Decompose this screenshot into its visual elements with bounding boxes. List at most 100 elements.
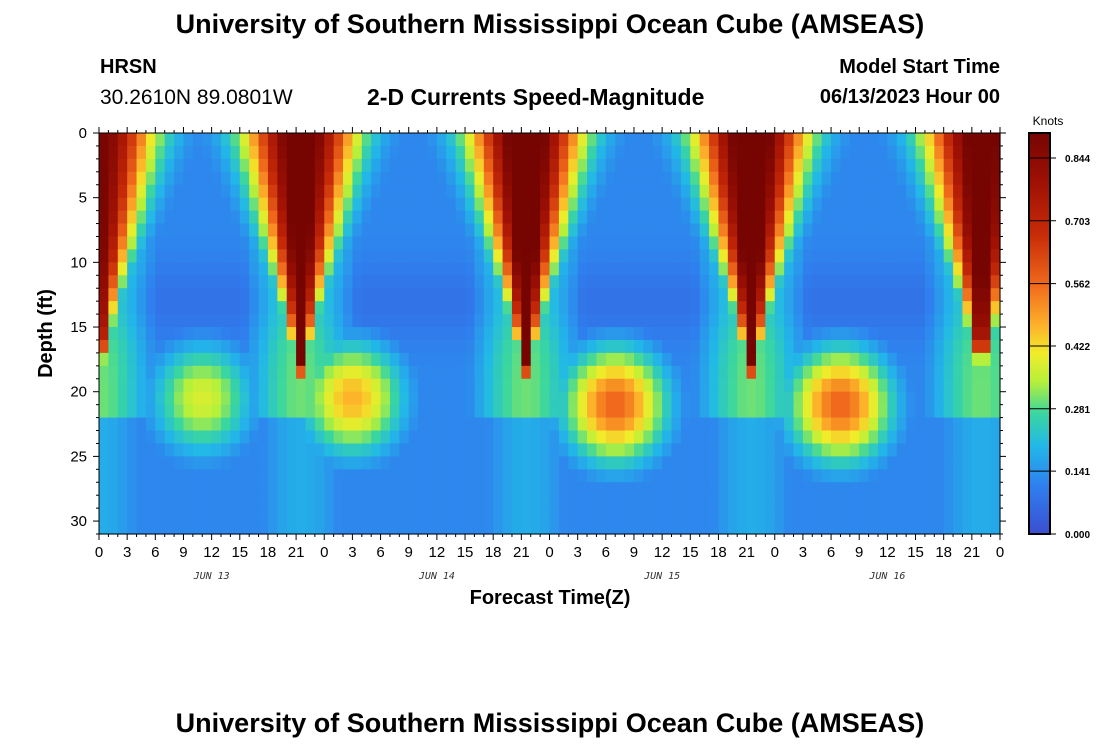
heatmap-cell [408, 262, 419, 276]
heatmap-cell [474, 236, 485, 251]
heatmap-cell [436, 236, 447, 251]
heatmap-cell [793, 314, 804, 328]
heatmap-cell [230, 430, 241, 445]
heatmap-cell [511, 417, 522, 432]
heatmap-cell [793, 197, 804, 212]
heatmap-cell [418, 339, 429, 354]
heatmap-cell [530, 378, 541, 393]
heatmap-cell [709, 210, 720, 225]
heatmap-cell [145, 327, 156, 341]
heatmap-cell [868, 171, 879, 186]
heatmap-cell [192, 378, 203, 393]
heatmap-cell [352, 482, 363, 496]
heatmap-cell [953, 275, 964, 289]
heatmap-cell [549, 223, 560, 238]
heatmap-cell [230, 288, 241, 302]
heatmap-cell [633, 352, 644, 367]
heatmap-cell [699, 352, 710, 367]
heatmap-cell [906, 430, 917, 445]
heatmap-cell [906, 327, 917, 341]
heatmap-cell [145, 521, 156, 535]
heatmap-cell [511, 223, 522, 238]
heatmap-cell [99, 249, 109, 263]
heatmap-cell [249, 365, 260, 380]
heatmap-cell [643, 430, 654, 445]
heatmap-cell [249, 391, 260, 406]
heatmap-cell [934, 404, 945, 419]
heatmap-cell [605, 391, 616, 406]
heatmap-cell [793, 378, 804, 393]
heatmap-cell [202, 262, 213, 276]
heatmap-cell [859, 236, 870, 251]
heatmap-cell [840, 236, 851, 251]
heatmap-cell [802, 236, 813, 251]
heatmap-cell [389, 184, 400, 199]
heatmap-cell [990, 339, 1001, 354]
heatmap-cell [633, 456, 644, 470]
heatmap-cell [718, 262, 729, 276]
heatmap-cell [249, 482, 260, 496]
heatmap-cell [953, 171, 964, 186]
heatmap-cell [399, 210, 410, 225]
heatmap-cell [990, 456, 1001, 470]
heatmap-cell [868, 456, 879, 470]
heatmap-cell [652, 262, 663, 276]
heatmap-cell [868, 262, 879, 276]
heatmap-cell [127, 339, 138, 354]
heatmap-cell [239, 495, 250, 509]
heatmap-cell [296, 223, 307, 238]
heatmap-cell [408, 171, 419, 186]
heatmap-cell [352, 145, 363, 160]
heatmap-cell [502, 391, 513, 406]
heatmap-cell [652, 275, 663, 289]
heatmap-cell [108, 210, 119, 225]
heatmap-cell [202, 171, 213, 186]
heatmap-cell [831, 158, 842, 173]
heatmap-cell [746, 430, 757, 445]
heatmap-cell [399, 365, 410, 380]
heatmap-cell [136, 521, 147, 535]
heatmap-cell [943, 223, 954, 238]
heatmap-cell [418, 482, 429, 496]
heatmap-cell [408, 275, 419, 289]
heatmap-cell [493, 365, 504, 380]
heatmap-cell [755, 197, 766, 212]
heatmap-cell [868, 378, 879, 393]
heatmap-cell [99, 210, 109, 225]
heatmap-cell [680, 236, 691, 251]
heatmap-cell [784, 365, 795, 380]
heatmap-cell [981, 352, 992, 367]
heatmap-cell [549, 482, 560, 496]
heatmap-cell [643, 249, 654, 263]
heatmap-cell [709, 495, 720, 509]
heatmap-cell [840, 521, 851, 535]
heatmap-cell [418, 158, 429, 173]
heatmap-cell [934, 301, 945, 315]
heatmap-cell [765, 469, 776, 483]
heatmap-cell [521, 314, 532, 328]
heatmap-cell [511, 456, 522, 470]
heatmap-cell [418, 301, 429, 315]
heatmap-cell [174, 365, 185, 380]
heatmap-cell [596, 378, 607, 393]
heatmap-cell [267, 314, 278, 328]
heatmap-cell [277, 184, 288, 199]
heatmap-cell [221, 210, 231, 225]
heatmap-cell [596, 262, 607, 276]
heatmap-cell [343, 352, 354, 367]
heatmap-cell [314, 327, 325, 341]
heatmap-cell [558, 404, 569, 419]
heatmap-cell [784, 327, 795, 341]
heatmap-cell [812, 521, 823, 535]
heatmap-cell [680, 430, 691, 445]
x-tick-label: 18 [935, 544, 952, 561]
heatmap-cell [699, 495, 710, 509]
heatmap-cell [324, 430, 335, 445]
heatmap-cell [465, 171, 476, 186]
heatmap-cell [615, 378, 626, 393]
heatmap-cell [934, 158, 945, 173]
heatmap-cell [568, 133, 579, 147]
colorbar-tick-label: 0.422 [1065, 342, 1090, 353]
heatmap-cell [718, 417, 729, 432]
heatmap-cell [709, 521, 720, 535]
